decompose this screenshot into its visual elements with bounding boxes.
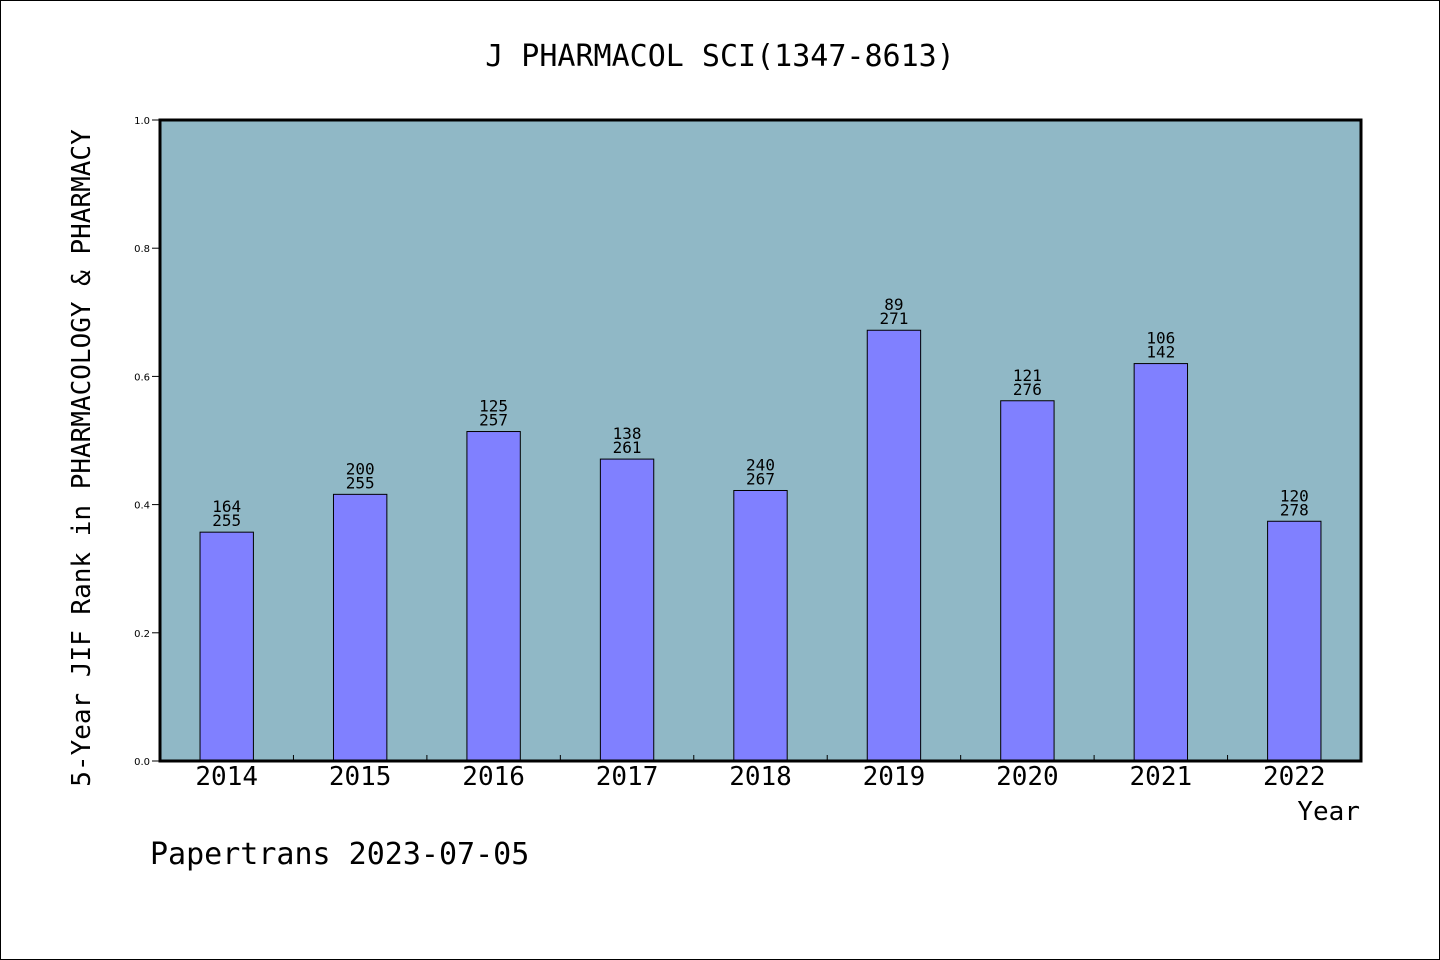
x-tick-label-2018: 2018 bbox=[729, 762, 792, 792]
bar-2020 bbox=[1000, 400, 1055, 762]
bar-2019 bbox=[866, 329, 922, 762]
x-tick-label-2015: 2015 bbox=[329, 762, 392, 792]
bar-2016 bbox=[466, 431, 521, 762]
y-tick-label: 1.0 bbox=[134, 116, 150, 127]
bar-2021 bbox=[1133, 363, 1189, 762]
bar-rank-label-2020: 121 bbox=[1013, 366, 1042, 385]
y-tick-label: 0.6 bbox=[134, 372, 150, 383]
y-tick-label: 0.0 bbox=[134, 757, 150, 768]
bar-2017 bbox=[599, 458, 655, 762]
footer-credit: Papertrans 2023-07-05 bbox=[150, 837, 529, 872]
plot-border bbox=[158, 118, 1363, 763]
bar-total-label-2020: 276 bbox=[1013, 380, 1042, 399]
bar-rank-label-2017: 138 bbox=[613, 424, 642, 443]
bar-total-label-2016: 257 bbox=[479, 411, 508, 430]
bar-2022 bbox=[1267, 520, 1322, 762]
y-axis-label: 5-Year JIF Rank in PHARMACOLOGY & PHARMA… bbox=[67, 129, 97, 787]
y-tick-label: 0.2 bbox=[134, 629, 150, 640]
x-tick-label-2022: 2022 bbox=[1263, 762, 1326, 792]
bars-group: 1642552002551252571382612402678927112127… bbox=[199, 295, 1322, 762]
bar-total-label-2021: 142 bbox=[1146, 343, 1175, 362]
bar-total-label-2017: 261 bbox=[613, 438, 642, 457]
x-tick-label-2016: 2016 bbox=[462, 762, 525, 792]
x-tick-label-2019: 2019 bbox=[863, 762, 926, 792]
bar-rank-label-2019: 89 bbox=[884, 295, 903, 314]
x-tick-label-2014: 2014 bbox=[195, 762, 258, 792]
x-tick-label-2020: 2020 bbox=[996, 762, 1059, 792]
y-tick-label: 0.8 bbox=[134, 244, 150, 255]
y-tick-label: 0.4 bbox=[134, 501, 150, 512]
x-tick-label-2021: 2021 bbox=[1130, 762, 1193, 792]
bar-total-label-2014: 255 bbox=[212, 511, 241, 530]
bar-total-label-2015: 255 bbox=[346, 473, 375, 492]
bar-rank-label-2021: 106 bbox=[1146, 329, 1175, 348]
bar-total-label-2022: 278 bbox=[1280, 500, 1309, 519]
bar-2018 bbox=[733, 489, 788, 762]
bar-total-label-2018: 267 bbox=[746, 469, 775, 488]
x-axis-label: Year bbox=[1297, 797, 1360, 827]
bar-rank-label-2018: 240 bbox=[746, 455, 775, 474]
bar-2014 bbox=[199, 531, 254, 762]
x-tick-label-2017: 2017 bbox=[596, 762, 659, 792]
bar-rank-label-2015: 200 bbox=[346, 459, 375, 478]
bar-rank-label-2022: 120 bbox=[1280, 486, 1309, 505]
bar-rank-label-2016: 125 bbox=[479, 397, 508, 416]
bar-rank-label-2014: 164 bbox=[212, 497, 241, 516]
bar-2015 bbox=[332, 493, 388, 762]
x-axis-ticks: 2014 2015 2016 2017 2018 2019 2020 2021 2022 bbox=[195, 755, 1326, 792]
chart-title: J PHARMACOL SCI(1347-8613) bbox=[485, 39, 955, 74]
bar-total-label-2019: 271 bbox=[879, 309, 908, 328]
y-axis-ticks: 0.0 0.2 0.4 0.6 0.8 1.0 bbox=[134, 116, 160, 768]
